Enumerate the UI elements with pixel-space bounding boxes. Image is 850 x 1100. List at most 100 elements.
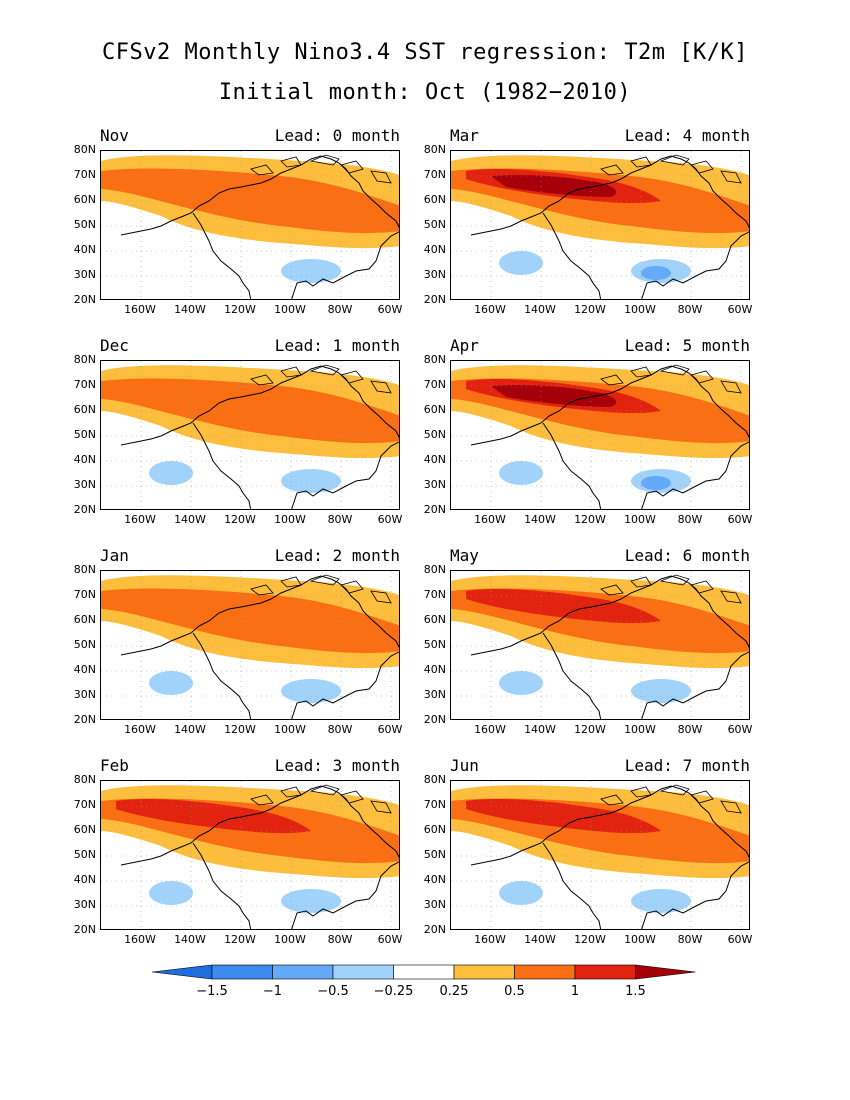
island-outline — [630, 366, 652, 378]
panel-month-label: Feb — [100, 756, 129, 775]
colorbar-tick-label: −0.5 — [317, 984, 349, 999]
map-panel-feb — [100, 780, 400, 930]
island-outline — [250, 374, 274, 386]
x-tick-label: 60W — [727, 513, 753, 526]
x-tick-label: 140W — [174, 303, 206, 316]
y-tick-label: 40N — [73, 453, 96, 466]
y-tick-label: 60N — [423, 193, 446, 206]
x-tick-label: 160W — [474, 933, 506, 946]
y-tick-label: 50N — [73, 428, 96, 441]
y-tick-label: 50N — [423, 848, 446, 861]
y-tick-label: 30N — [423, 268, 446, 281]
island-outline — [630, 786, 652, 798]
island-outline — [340, 580, 364, 594]
x-tick-label: 100W — [274, 723, 306, 736]
island-outline — [370, 380, 392, 394]
anomaly-contour-light-blue — [149, 881, 193, 905]
y-tick-label: 80N — [423, 143, 446, 156]
coastline — [120, 575, 399, 719]
island-outline — [630, 576, 652, 588]
y-tick-label: 70N — [423, 378, 446, 391]
island-outline — [659, 154, 690, 166]
anomaly-contour-red — [466, 798, 661, 834]
y-tick-label: 30N — [73, 688, 96, 701]
map-panel-jan — [100, 570, 400, 720]
y-tick-label: 60N — [423, 823, 446, 836]
y-tick-label: 60N — [73, 403, 96, 416]
island-outline — [630, 156, 652, 168]
map-plot — [451, 571, 749, 719]
colorbar-tick-label: −0.25 — [373, 984, 414, 999]
island-outline — [659, 574, 690, 586]
x-tick-label: 140W — [524, 723, 556, 736]
anomaly-contour-light-blue — [499, 251, 543, 275]
island-outline — [250, 164, 274, 176]
colorbar-tick-label: −1 — [262, 984, 283, 999]
colorbar-segment — [332, 964, 394, 980]
island-outline — [340, 160, 364, 174]
x-tick-label: 60W — [377, 513, 403, 526]
x-tick-label: 120W — [574, 513, 606, 526]
y-tick-label: 80N — [423, 353, 446, 366]
y-tick-label: 70N — [73, 588, 96, 601]
island-outline — [309, 154, 340, 166]
x-tick-label: 160W — [124, 513, 156, 526]
y-tick-label: 60N — [73, 613, 96, 626]
x-tick-label: 80W — [677, 303, 703, 316]
island-outline — [600, 374, 624, 386]
anomaly-contour-light-blue — [281, 469, 341, 493]
map-panel-dec — [100, 360, 400, 510]
island-outline — [280, 156, 302, 168]
colorbar-tick-label: 1 — [570, 984, 580, 999]
x-tick-label: 140W — [524, 513, 556, 526]
colorbar-segment — [393, 964, 455, 980]
y-tick-label: 30N — [423, 478, 446, 491]
coastline — [470, 365, 749, 509]
y-tick-label: 70N — [73, 798, 96, 811]
map-panel-apr — [450, 360, 750, 510]
x-tick-label: 100W — [624, 933, 656, 946]
map-plot — [101, 571, 399, 719]
panel-lead-label: Lead: 7 month — [624, 756, 750, 775]
y-tick-label: 20N — [423, 923, 446, 936]
x-tick-label: 60W — [727, 303, 753, 316]
island-outline — [720, 800, 742, 814]
panel-month-label: Jun — [450, 756, 479, 775]
island-outline — [370, 590, 392, 604]
panel-lead-label: Lead: 3 month — [274, 756, 400, 775]
x-tick-label: 60W — [377, 303, 403, 316]
panel-month-label: May — [450, 546, 479, 565]
y-tick-label: 50N — [73, 848, 96, 861]
island-outline — [250, 584, 274, 596]
map-plot — [101, 781, 399, 929]
y-tick-label: 80N — [73, 143, 96, 156]
y-tick-label: 20N — [73, 713, 96, 726]
colorbar-segment — [635, 964, 696, 980]
x-tick-label: 60W — [377, 933, 403, 946]
island-outline — [720, 380, 742, 394]
colorbar-segment — [514, 964, 576, 980]
island-outline — [280, 786, 302, 798]
anomaly-contour-light-blue — [631, 679, 691, 703]
island-outline — [370, 170, 392, 184]
y-tick-label: 50N — [423, 638, 446, 651]
x-tick-label: 100W — [274, 303, 306, 316]
colorbar-tick-label: 0.25 — [439, 984, 469, 999]
colorbar-segment — [453, 964, 515, 980]
y-tick-label: 20N — [73, 503, 96, 516]
y-tick-label: 80N — [73, 353, 96, 366]
x-tick-label: 160W — [124, 303, 156, 316]
x-tick-label: 80W — [327, 303, 353, 316]
y-tick-label: 80N — [73, 773, 96, 786]
island-outline — [309, 784, 340, 796]
x-tick-label: 140W — [174, 513, 206, 526]
y-tick-label: 40N — [73, 873, 96, 886]
y-tick-label: 60N — [73, 193, 96, 206]
colorbar-segment — [272, 964, 334, 980]
coastline — [120, 155, 399, 299]
x-tick-label: 120W — [224, 513, 256, 526]
anomaly-contour-light-blue — [149, 461, 193, 485]
island-outline — [690, 790, 714, 804]
island-outline — [309, 574, 340, 586]
y-tick-label: 20N — [423, 293, 446, 306]
